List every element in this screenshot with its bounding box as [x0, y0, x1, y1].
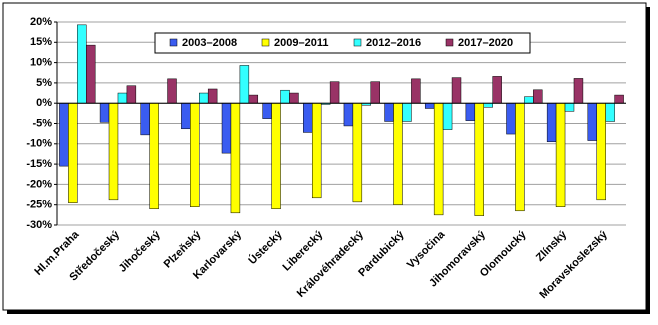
bar — [451, 77, 462, 104]
bar — [384, 102, 394, 122]
bar — [199, 92, 209, 104]
bar — [181, 102, 191, 130]
legend-label: 2012–2016 — [366, 37, 421, 49]
bar — [77, 24, 87, 104]
legend-label: 2017–2020 — [458, 37, 513, 49]
y-tick-label: -5% — [32, 117, 52, 129]
bar — [280, 89, 290, 104]
bar — [239, 65, 250, 104]
bar — [564, 102, 575, 112]
bar — [167, 78, 177, 104]
bar — [546, 102, 557, 143]
bar — [271, 102, 281, 210]
bar — [149, 102, 159, 210]
legend — [154, 32, 531, 54]
bar — [99, 102, 110, 123]
bar — [393, 102, 403, 205]
bar — [370, 81, 380, 104]
y-tick-label: 15% — [30, 36, 52, 48]
bar — [343, 102, 354, 127]
bar — [221, 102, 232, 154]
bar — [230, 102, 241, 214]
bar — [442, 102, 453, 130]
legend-label: 2003–2008 — [182, 37, 237, 49]
bar — [533, 89, 543, 104]
bar — [248, 94, 259, 104]
bar — [424, 102, 435, 109]
bar — [433, 102, 444, 216]
bar — [329, 81, 340, 104]
legend-label: 2009–2011 — [274, 37, 328, 49]
bar — [352, 102, 363, 203]
legend-swatch — [169, 38, 178, 47]
bar — [524, 96, 534, 104]
bar — [126, 85, 137, 104]
bar — [614, 94, 624, 104]
bar — [555, 102, 566, 207]
y-tick-label: 10% — [30, 57, 52, 69]
y-tick-label: 20% — [30, 16, 52, 28]
bar — [605, 102, 615, 122]
bar — [515, 102, 525, 212]
bar — [402, 102, 412, 122]
y-tick-label: -30% — [26, 219, 52, 231]
y-tick-label: 0% — [36, 97, 52, 109]
y-tick-label: -25% — [26, 199, 52, 211]
legend-swatch — [353, 38, 362, 47]
bar — [483, 102, 493, 108]
bar — [68, 102, 78, 203]
bar — [474, 102, 484, 216]
bar — [140, 102, 150, 136]
bar — [207, 88, 218, 104]
bar — [465, 102, 476, 121]
bar — [311, 102, 322, 199]
y-tick-label: -10% — [26, 138, 52, 150]
bar — [411, 78, 421, 104]
bar — [289, 92, 299, 104]
bar — [59, 102, 69, 167]
bar — [86, 44, 96, 104]
y-tick-label: 5% — [36, 77, 52, 89]
legend-swatch — [261, 38, 270, 47]
y-tick-label: -15% — [26, 158, 52, 170]
bar — [587, 102, 597, 141]
bar — [492, 76, 502, 104]
bar — [262, 102, 272, 119]
bar — [190, 102, 200, 207]
bar — [506, 102, 516, 135]
bar — [117, 92, 128, 104]
bar — [303, 102, 313, 133]
bar — [108, 102, 119, 201]
y-tick-label: -20% — [26, 178, 52, 190]
legend-swatch — [445, 38, 454, 47]
bar — [573, 78, 584, 104]
bar — [596, 102, 606, 201]
